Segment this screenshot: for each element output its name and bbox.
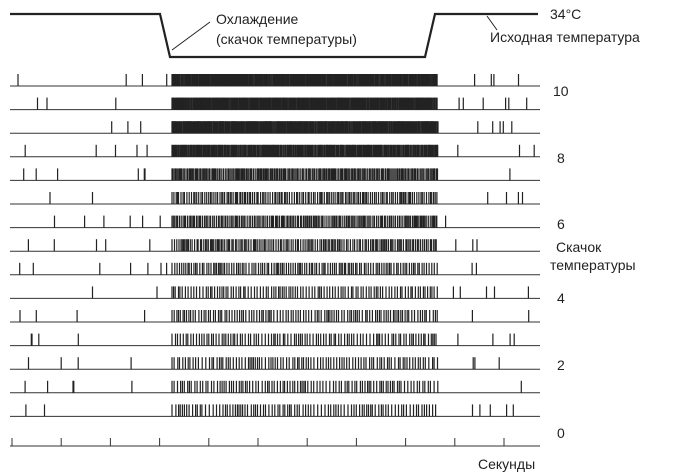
raster-row — [10, 121, 540, 134]
temperature-step-label: Скачок — [556, 239, 602, 255]
raster-row — [10, 239, 540, 252]
step-number-label: 6 — [557, 216, 565, 232]
raster-row — [10, 380, 540, 394]
raster-row — [10, 215, 540, 229]
spike-raster — [10, 74, 540, 417]
baseline-leader-line — [486, 15, 498, 31]
temperature-value-label: 34°C — [550, 6, 581, 22]
raster-row — [10, 144, 540, 158]
cooling-leader-line — [171, 21, 211, 51]
step-number-label: 10 — [553, 83, 569, 99]
step-number-labels: 10 8 6 4 2 0 — [553, 83, 569, 441]
raster-row — [10, 333, 540, 347]
cooling-label: Охлаждение — [216, 11, 299, 27]
raster-row — [10, 286, 540, 299]
temperature-step-label-line2: температуры — [550, 257, 636, 273]
step-number-label: 0 — [557, 425, 565, 441]
raster-row — [10, 404, 540, 417]
step-number-label: 8 — [557, 150, 565, 166]
step-number-label: 4 — [557, 290, 565, 306]
cooling-sublabel: (скачок температуры) — [216, 31, 357, 47]
temperature-trace: 34°C Охлаждение (скачок температуры) Исх… — [10, 6, 640, 59]
step-number-label: 2 — [557, 357, 565, 373]
baseline-temperature-label: Исходная температура — [490, 29, 640, 45]
raster-row — [10, 97, 540, 111]
raster-row — [10, 357, 540, 370]
time-axis-label: Секунды — [478, 456, 535, 472]
raster-row — [10, 262, 540, 276]
time-axis — [10, 438, 540, 447]
raster-row — [10, 192, 540, 205]
temperature-step-line — [10, 12, 538, 59]
raster-row — [10, 168, 540, 181]
raster-row — [10, 74, 540, 87]
raster-row — [10, 310, 540, 323]
